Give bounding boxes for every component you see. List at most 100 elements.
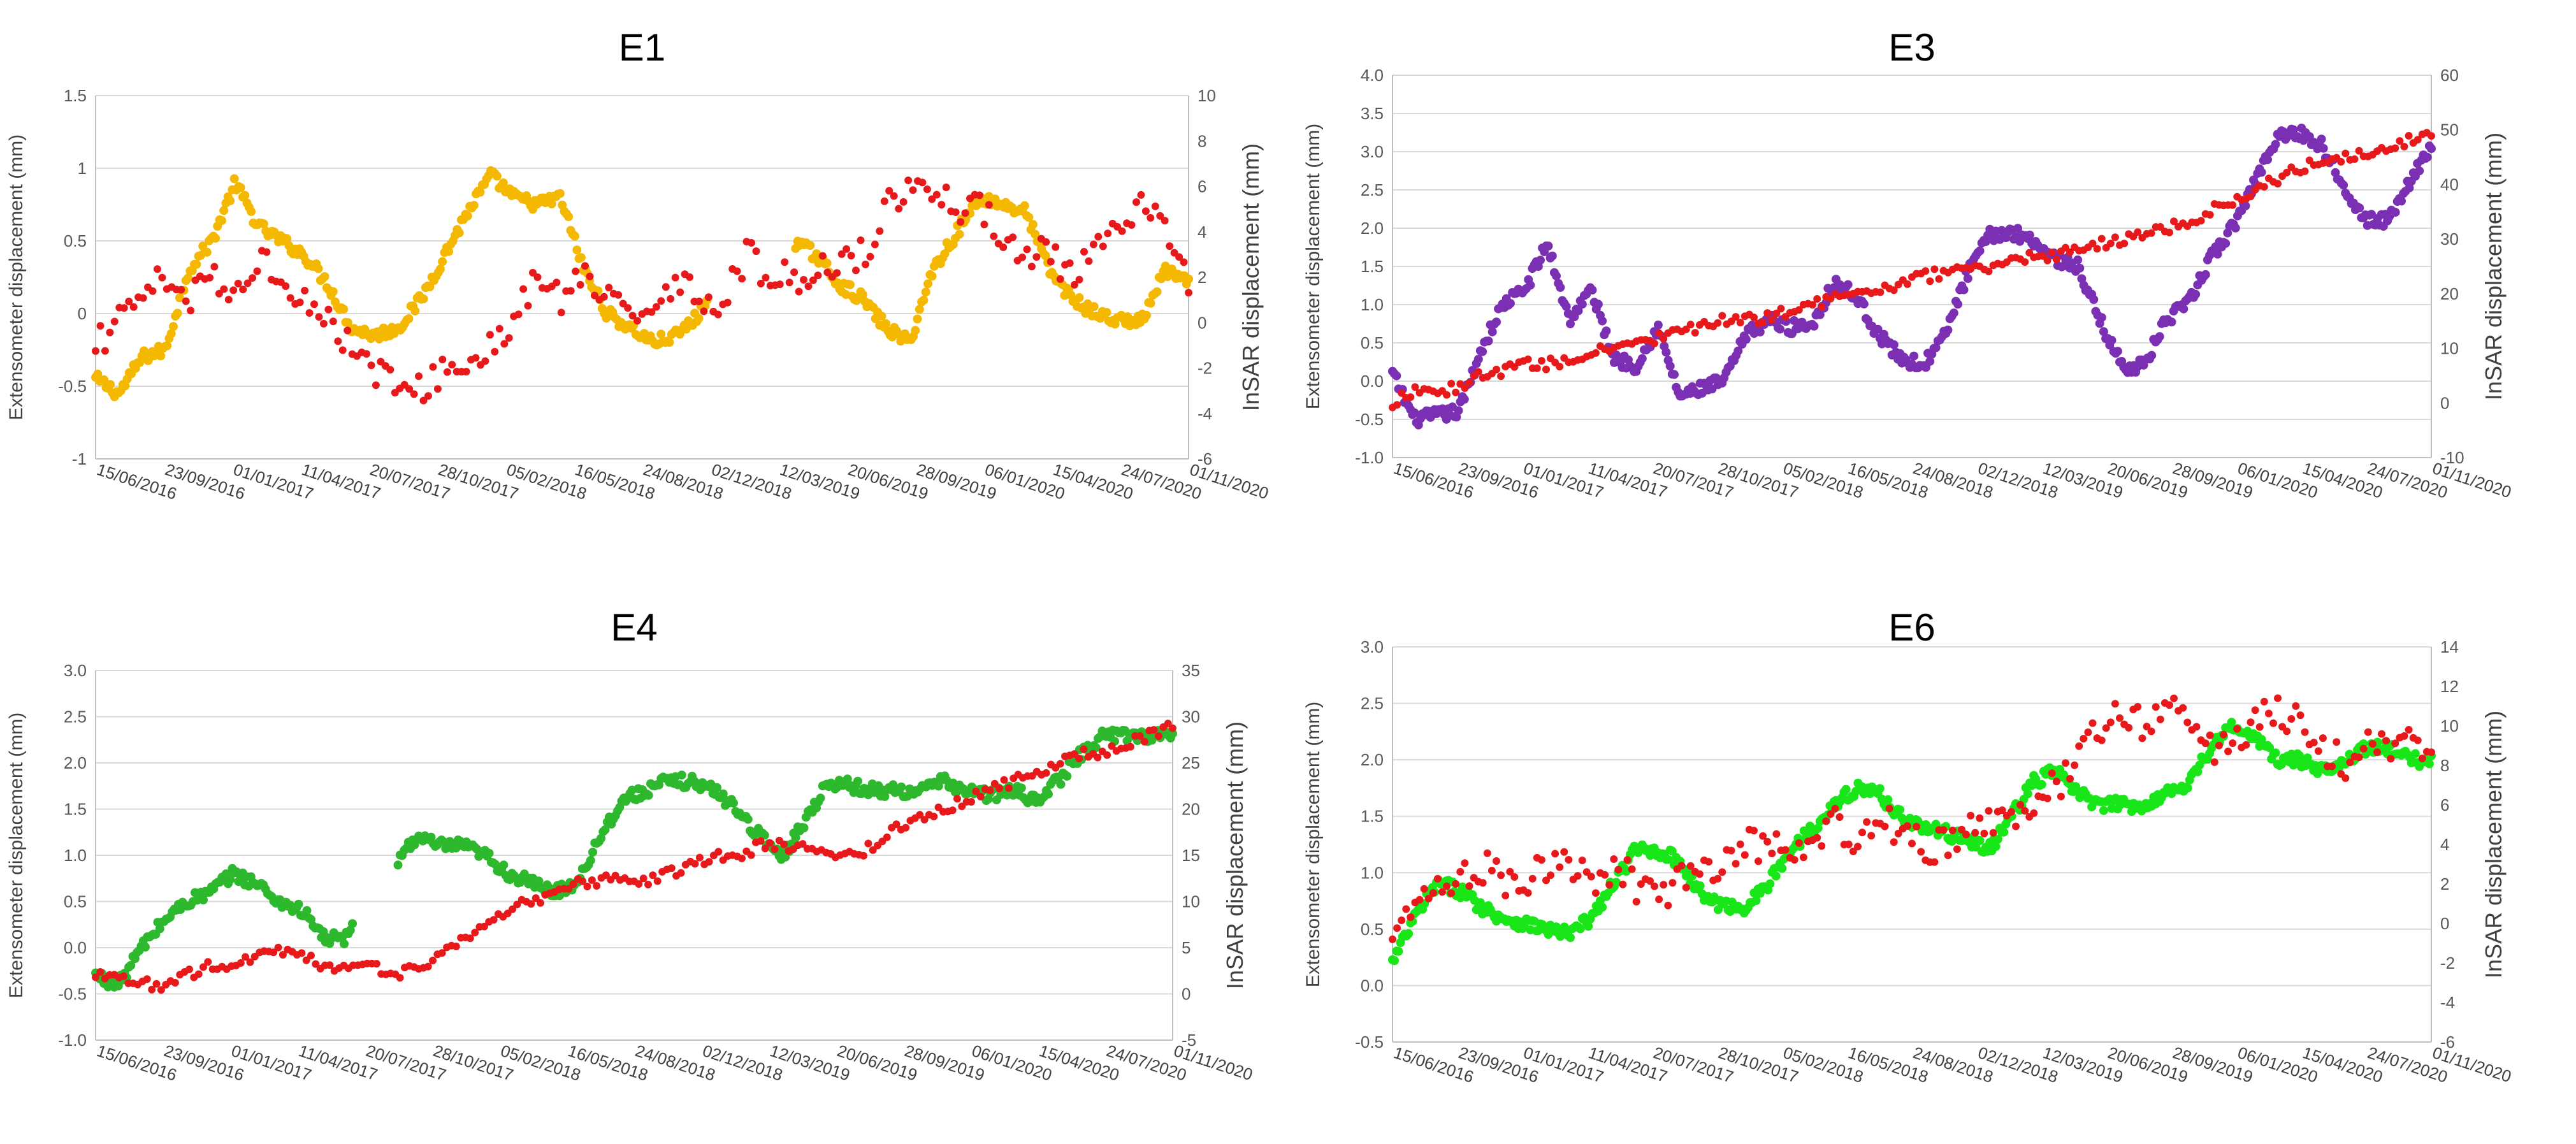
insar-point — [1155, 732, 1162, 740]
extensometer-point — [1548, 252, 1557, 261]
insar-point — [1962, 830, 1970, 838]
insar-point — [1660, 881, 1667, 888]
insar-point — [1043, 769, 1050, 777]
insar-point — [895, 205, 902, 213]
insar-point — [1421, 885, 1428, 893]
figure: E1-1-0.500.511.5-6-4-2024681015/06/20162… — [0, 0, 2576, 1144]
y2-tick-label: 5 — [1182, 938, 1190, 957]
extensometer-point — [211, 234, 220, 243]
insar-point — [553, 279, 560, 286]
insar-point — [515, 310, 523, 318]
insar-point — [97, 322, 105, 329]
insar-point — [1456, 868, 1464, 876]
insar-point — [1930, 265, 1938, 273]
insar-point — [130, 303, 138, 311]
insar-point — [1052, 243, 1059, 251]
insar-point — [298, 949, 305, 957]
extensometer-point — [556, 189, 565, 198]
extensometer-point — [1960, 286, 1969, 294]
insar-point — [177, 286, 185, 294]
insar-point — [2274, 180, 2282, 187]
insar-point — [154, 265, 161, 273]
insar-point — [106, 329, 113, 337]
insar-point — [2315, 748, 2322, 755]
insar-point — [2319, 734, 2327, 742]
insar-point — [1180, 258, 1188, 266]
insar-point — [210, 263, 218, 271]
extensometer-point — [294, 900, 303, 909]
insar-point — [1854, 843, 1862, 850]
y-tick-label: 1.0 — [1361, 295, 1384, 314]
insar-point — [577, 281, 584, 289]
insar-point — [2360, 745, 2368, 753]
insar-point — [2229, 201, 2236, 209]
insar-point — [2252, 706, 2259, 714]
insar-point — [1714, 875, 1721, 883]
extensometer-point — [1578, 300, 1587, 308]
insar-point — [96, 968, 104, 976]
insar-point — [1655, 895, 1663, 903]
insar-point — [581, 262, 589, 270]
extensometer-point — [955, 230, 964, 239]
insar-point — [814, 272, 821, 279]
insar-point — [237, 959, 245, 967]
insar-point — [1876, 289, 1884, 296]
extensometer-point — [2108, 336, 2117, 345]
insar-point — [957, 218, 964, 226]
insar-point — [429, 957, 437, 964]
extensometer-point — [2319, 144, 2328, 153]
insar-point — [2287, 715, 2295, 723]
insar-point — [1610, 855, 1617, 863]
insar-point — [2062, 759, 2069, 767]
extensometer-point — [1147, 299, 1155, 308]
extensometer-point — [1876, 784, 1885, 793]
extensometer-point — [2391, 208, 2400, 217]
y2-tick-label: 12 — [2440, 677, 2459, 696]
insar-point — [1493, 857, 1500, 865]
extensometer-point — [1075, 293, 1084, 302]
insar-point — [452, 943, 460, 950]
insar-point — [2197, 217, 2205, 224]
insar-point — [2405, 726, 2413, 734]
extensometer-point — [348, 919, 357, 928]
insar-point — [2405, 132, 2413, 140]
extensometer-point — [2415, 166, 2424, 175]
insar-point — [1633, 898, 1640, 906]
extensometer-point — [2339, 180, 2348, 189]
insar-point — [781, 258, 788, 266]
insar-point — [182, 298, 190, 305]
insar-point — [1917, 848, 1925, 856]
insar-point — [953, 795, 961, 802]
y-tick-label: 1.5 — [1361, 807, 1384, 826]
extensometer-point — [314, 264, 323, 273]
insar-point — [633, 317, 641, 324]
insar-point — [805, 282, 813, 290]
insar-point — [1137, 191, 1145, 199]
extensometer-point — [156, 351, 165, 360]
extensometer-point — [1654, 321, 1663, 329]
insar-point — [143, 975, 151, 983]
insar-point — [334, 337, 342, 345]
insar-point — [1990, 829, 1997, 837]
insar-point — [724, 299, 732, 307]
insar-point — [1488, 867, 1496, 874]
extensometer-point — [1576, 924, 1585, 933]
extensometer-point — [499, 860, 508, 869]
y2-tick-label: 8 — [1198, 131, 1206, 150]
y-tick-label: 1.5 — [1361, 257, 1384, 276]
insar-point — [672, 274, 679, 282]
y-tick-label: 1.0 — [64, 846, 87, 865]
insar-point — [1169, 725, 1176, 732]
extensometer-point — [586, 856, 595, 865]
insar-point — [1524, 356, 1532, 363]
insar-point — [1001, 776, 1008, 784]
extensometer-point — [2425, 760, 2434, 769]
insar-point — [1393, 401, 1401, 409]
extensometer-point — [1044, 790, 1053, 799]
extensometer-point — [1895, 806, 1904, 815]
insar-point — [640, 874, 648, 882]
y-tick-label: 0.5 — [1361, 920, 1384, 939]
y2-tick-label: 10 — [1198, 86, 1216, 105]
insar-point — [933, 191, 941, 199]
insar-point — [930, 813, 937, 820]
